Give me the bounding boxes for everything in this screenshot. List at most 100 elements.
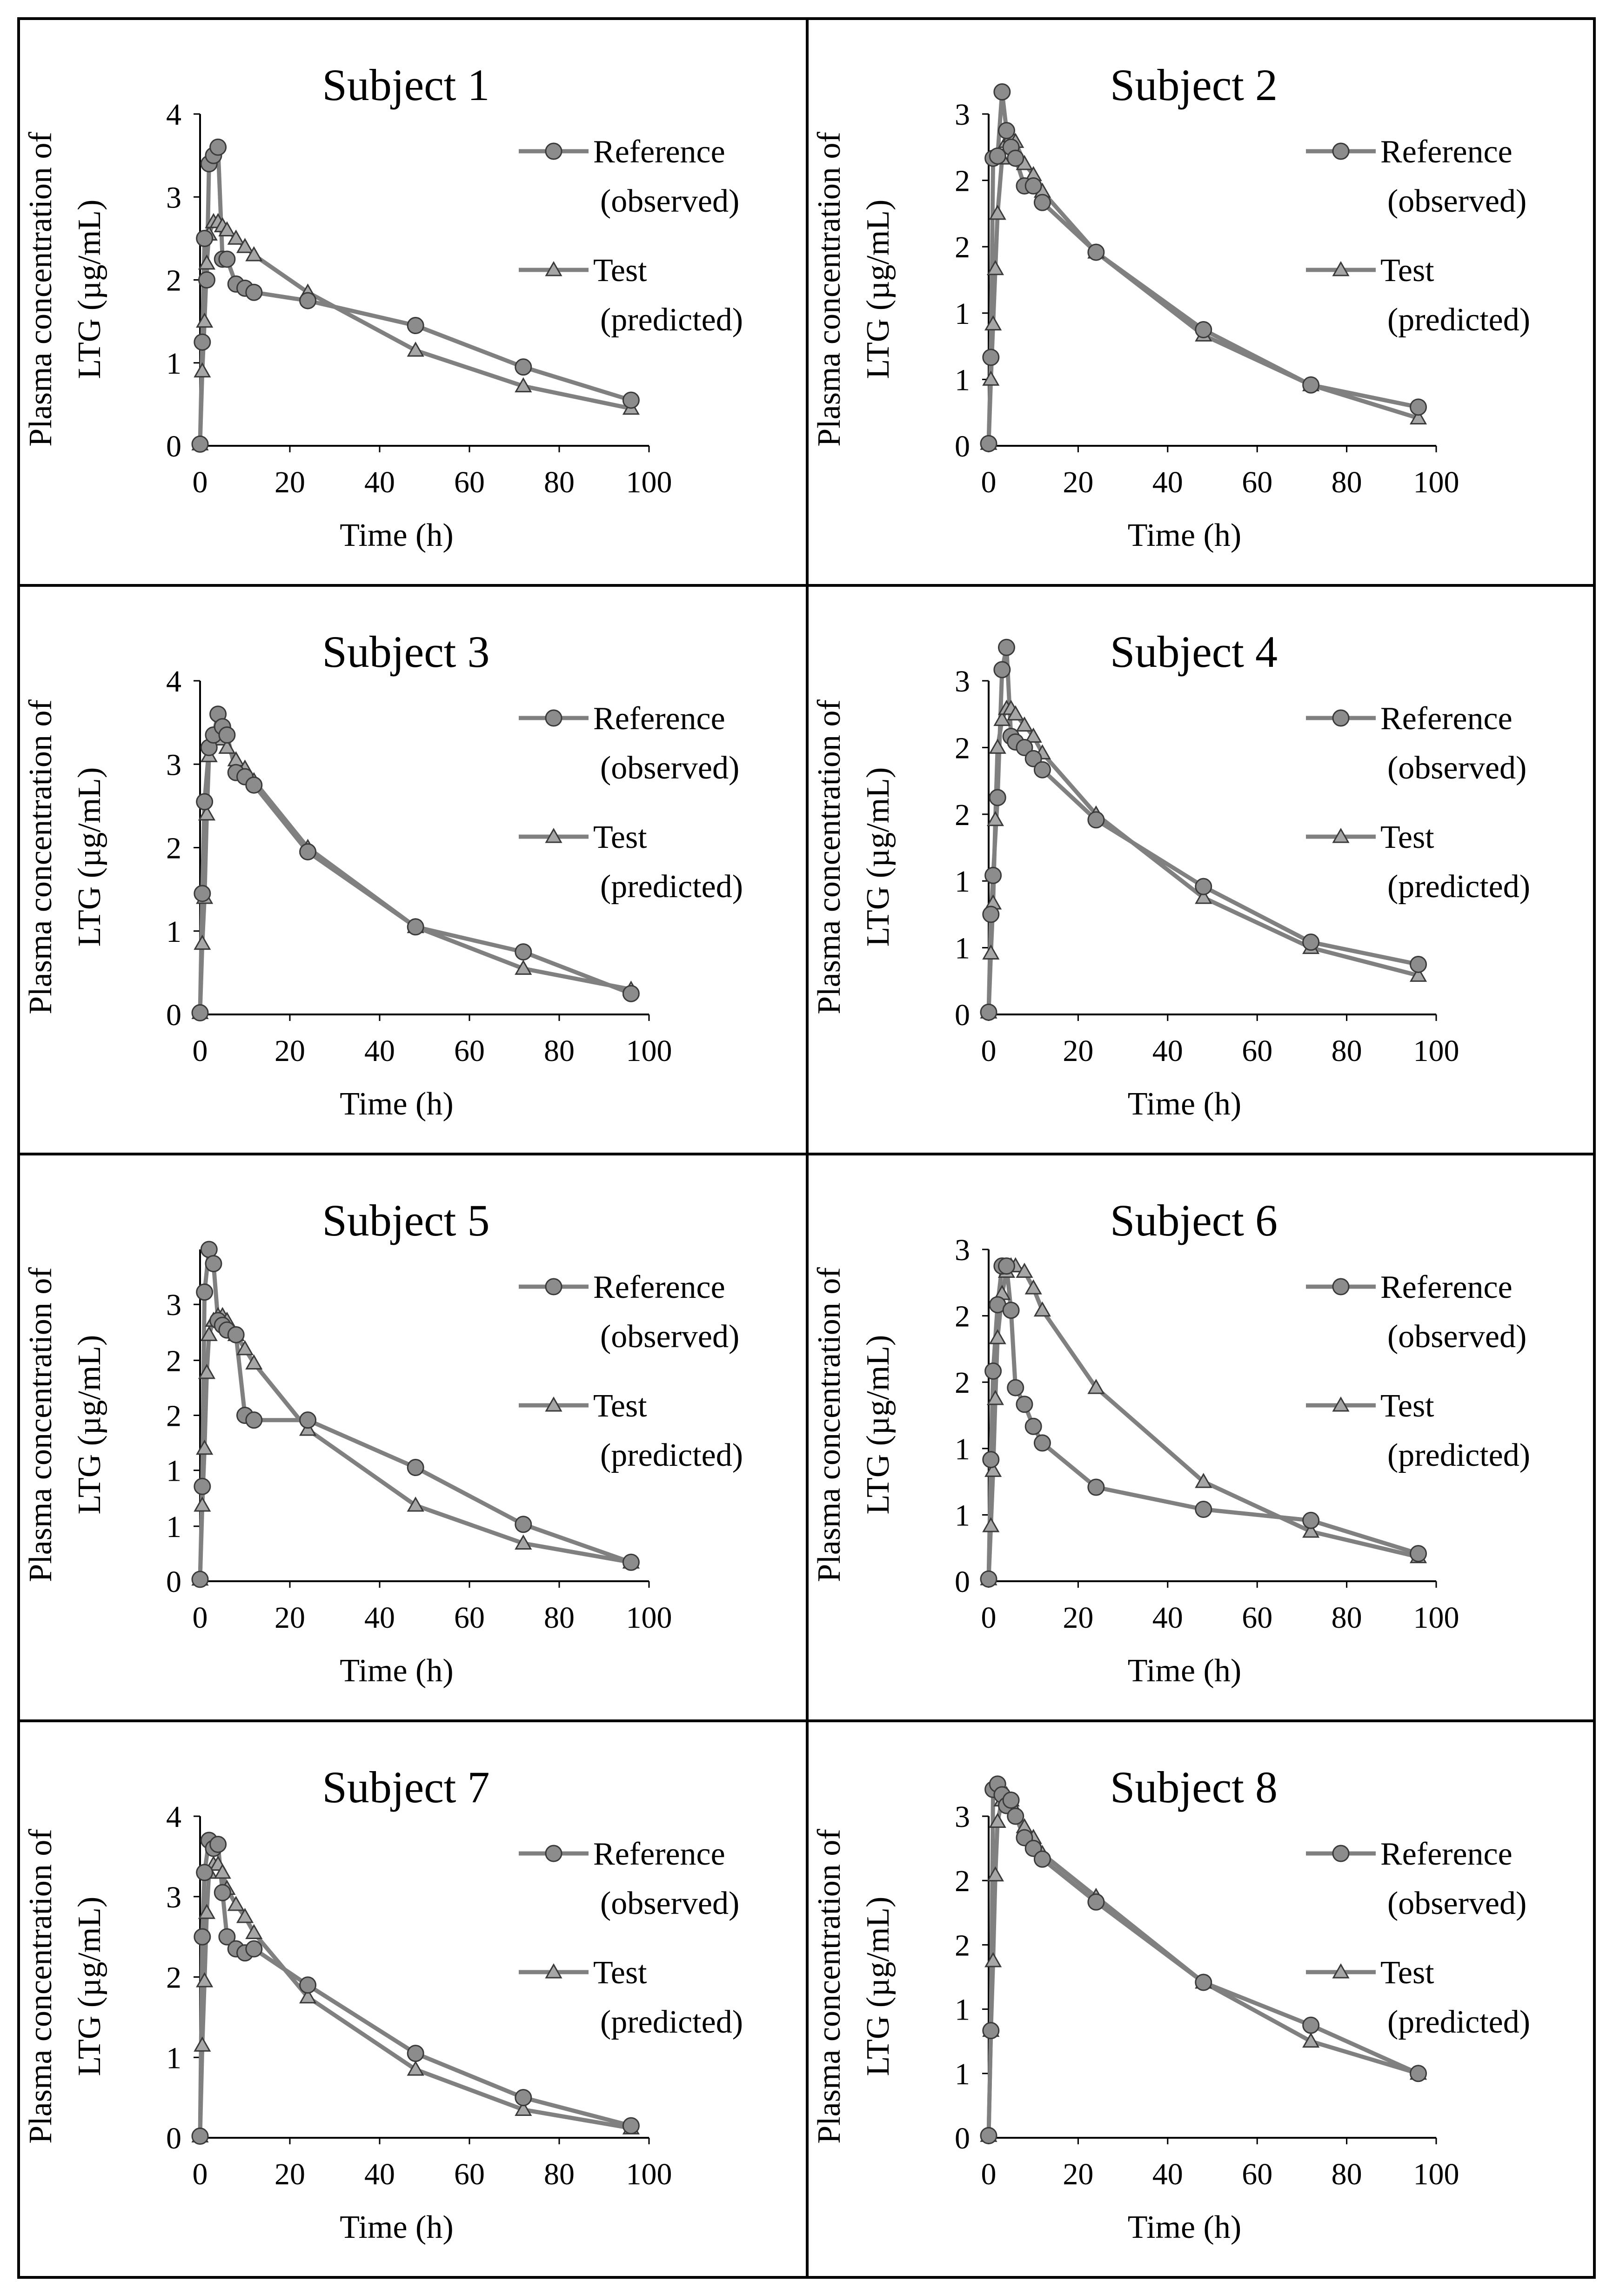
test-data-point <box>196 1439 214 1455</box>
chart-panel-3: Subject 3 0 20 40 60 80 100 0 1 2 3 4 Time (h) Plasma… <box>17 584 809 1155</box>
legend-test-label: (predicted) <box>600 869 743 905</box>
reference-data-point <box>407 2045 424 2062</box>
x-tick-label: 0 <box>981 2157 997 2191</box>
y-tick-label: 2 <box>166 1344 181 1378</box>
reference-data-point <box>1024 177 1042 195</box>
legend: Reference (observed) Test (predicted) <box>1306 1269 1530 1473</box>
legend-test-marker <box>1332 827 1350 843</box>
reference-data-point <box>218 250 236 268</box>
test-data-point <box>407 1497 424 1512</box>
x-tick-label: 0 <box>981 1601 997 1635</box>
x-tick-label: 40 <box>364 2157 395 2191</box>
legend-test-label: (predicted) <box>1387 1437 1530 1473</box>
test-data-point <box>989 1329 1006 1344</box>
legend-reference-label: (observed) <box>600 750 739 786</box>
reference-data-point <box>1410 955 1427 973</box>
x-tick-label: 0 <box>981 465 997 499</box>
reference-data-point <box>200 1241 218 1258</box>
legend-test-marker <box>1332 261 1350 276</box>
x-tick-label: 80 <box>544 1034 575 1068</box>
panel-title: Subject 2 <box>1110 60 1278 110</box>
reference-data-point <box>205 1255 222 1273</box>
reference-data-point <box>622 985 640 1002</box>
test-data-point <box>236 1340 254 1356</box>
test-data-point <box>986 260 1004 275</box>
chart-panel-5: Subject 5 0 20 40 60 80 100 0 1 1 2 2 3 Time (h) Plasm… <box>17 1153 809 1722</box>
reference-data-point <box>1016 738 1033 756</box>
legend-test-label: (predicted) <box>1387 2004 1530 2040</box>
reference-data-point <box>622 2117 640 2135</box>
reference-data-point <box>1302 376 1320 394</box>
y-tick-label: 0 <box>166 998 181 1032</box>
reference-data-point <box>299 1976 317 1994</box>
y-tick-label: 2 <box>955 230 970 264</box>
legend-reference-label: (observed) <box>1387 1886 1526 1921</box>
x-tick-label: 20 <box>1063 465 1093 499</box>
reference-data-point <box>191 435 209 453</box>
y-tick-label: 1 <box>166 915 181 949</box>
x-tick-label: 100 <box>626 465 672 499</box>
x-tick-label: 100 <box>1413 1034 1459 1068</box>
legend: Reference (observed) Test (predicted) <box>1306 701 1530 905</box>
legend-reference-marker <box>545 1278 562 1296</box>
y-axis-title-line2: LTG (µg/mL) <box>72 1335 107 1515</box>
x-tick-label: 40 <box>1152 465 1183 499</box>
chart-panel-8: Subject 8 0 20 40 60 80 100 0 1 1 2 2 3 Time (h) Plasm… <box>806 1719 1596 2279</box>
y-tick-label: 2 <box>166 1961 181 1995</box>
y-tick-label: 2 <box>955 164 970 198</box>
reference-data-point <box>1410 2065 1427 2082</box>
x-tick-label: 100 <box>1413 1601 1459 1635</box>
y-tick-label: 0 <box>955 998 970 1032</box>
reference-data-point <box>218 1928 236 1946</box>
reference-data-point <box>993 661 1011 678</box>
test-data-point <box>989 738 1006 754</box>
reference-data-point <box>1033 194 1051 211</box>
legend-test-label: Test <box>593 1955 647 1991</box>
reference-data-point <box>989 147 1006 165</box>
y-tick-label: 1 <box>166 1454 181 1488</box>
legend-test-label: Test <box>1380 253 1434 289</box>
reference-data-point <box>984 866 1002 884</box>
test-data-point <box>227 229 245 245</box>
test-data-point <box>986 811 1004 826</box>
x-tick-label: 20 <box>1063 1601 1093 1635</box>
reference-data-point <box>1410 1545 1427 1563</box>
legend-reference-label: (observed) <box>1387 1319 1526 1355</box>
reference-data-point <box>993 83 1011 101</box>
reference-data-point <box>218 726 236 744</box>
x-tick-label: 100 <box>626 1034 672 1068</box>
test-data-point <box>986 1390 1004 1405</box>
x-tick-label: 20 <box>274 2157 305 2191</box>
y-axis-title-line1: Plasma concentration of <box>23 1829 59 2144</box>
reference-data-point <box>997 122 1015 140</box>
legend-reference-label: Reference <box>593 701 725 737</box>
test-data-point <box>227 1896 245 1911</box>
reference-series-line <box>198 1247 632 1580</box>
y-tick-label: 2 <box>955 1864 970 1898</box>
y-axis-title-line1: Plasma concentration of <box>811 132 847 447</box>
legend-test-label: Test <box>593 819 647 855</box>
test-data-point <box>1024 727 1042 743</box>
y-tick-label: 2 <box>955 798 970 832</box>
reference-data-point <box>980 1003 997 1021</box>
legend-reference-label: (observed) <box>600 1319 739 1355</box>
reference-data-point <box>194 1477 211 1495</box>
x-axis-title: Time (h) <box>1128 1086 1241 1122</box>
reference-data-point <box>227 1326 245 1343</box>
reference-data-point <box>1087 243 1105 261</box>
test-data-point <box>194 362 211 378</box>
reference-data-point <box>1007 1379 1024 1396</box>
reference-data-point <box>209 138 227 156</box>
test-series-line <box>986 1792 1419 2136</box>
x-tick-label: 80 <box>544 1601 575 1635</box>
reference-data-point <box>1087 1478 1105 1496</box>
x-tick-label: 100 <box>1413 2157 1459 2191</box>
legend: Reference (observed) Test (predicted) <box>1306 134 1530 338</box>
y-axis-title-line1: Plasma concentration of <box>811 1267 847 1582</box>
y-axis-title-line1: Plasma concentration of <box>23 1267 59 1582</box>
reference-data-point <box>982 906 1000 923</box>
legend-reference-marker <box>1332 1845 1350 1862</box>
legend-reference-label: Reference <box>1380 701 1513 737</box>
legend: Reference (observed) Test (predicted) <box>519 1836 743 2040</box>
